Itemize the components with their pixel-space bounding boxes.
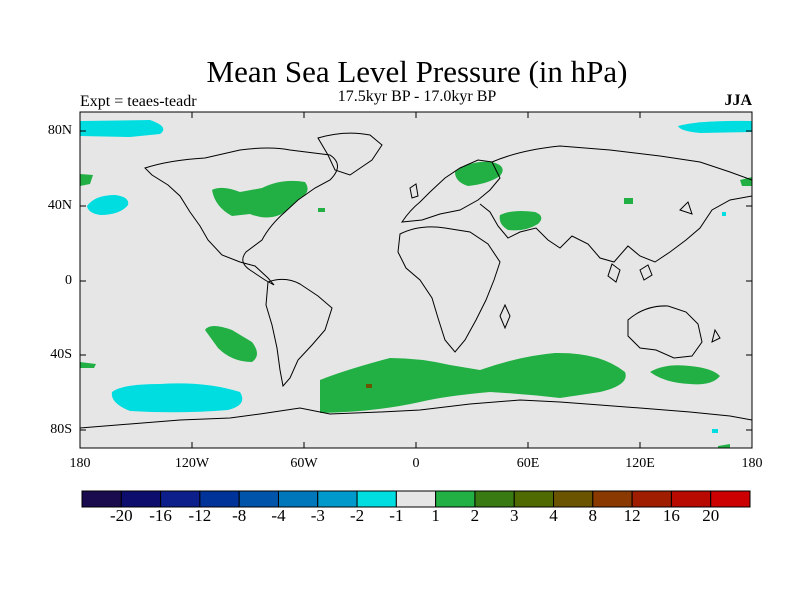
colorbar-label: -1 (389, 506, 404, 525)
lon-label-120w: 120W (174, 456, 210, 471)
colorbar-label: 1 (431, 506, 440, 525)
colorbar-box-15 (670, 490, 712, 508)
anomaly-positive-tasman (650, 365, 720, 385)
coast-uk (409, 183, 419, 199)
lat-label-40n: 40N (47, 198, 72, 213)
colorbar-box-8 (395, 490, 437, 508)
anomaly-positive-north-america (212, 180, 308, 218)
colorbar-box-7 (356, 490, 397, 508)
anomaly-positive-scandinavia (455, 161, 503, 186)
colorbar-box-1 (120, 490, 162, 508)
colorbar-box-10 (474, 490, 515, 508)
colorbar-label: 3 (509, 506, 519, 525)
colorbar-box-6 (317, 490, 358, 508)
anomaly-darker-spot (366, 384, 372, 388)
axis-ticks (79, 112, 753, 448)
lon-label-180w: 180 (69, 456, 91, 471)
anomaly-negative-arctic-east (678, 120, 752, 133)
lat-label-80n: 80N (47, 123, 72, 138)
coast-greenland (317, 132, 383, 176)
colorbar-box-3 (199, 490, 240, 508)
coast-south-america (265, 278, 333, 388)
colorbar-box-11 (513, 490, 555, 508)
anomaly-positive-middle-east (499, 211, 542, 231)
lon-label-60e: 60E (516, 456, 540, 471)
anomaly-positive-small-1 (624, 198, 633, 204)
colorbar-label: -3 (310, 506, 325, 525)
anomaly-negative-south-pacific (111, 383, 243, 413)
anomaly-positive-alaska (80, 174, 93, 186)
lat-label-40s: 40S (50, 347, 72, 362)
anomaly-positive-southern-ocean (320, 352, 626, 413)
colorbar-box-2 (160, 490, 201, 508)
colorbar-box-12 (553, 490, 594, 508)
lon-label-120e: 120E (625, 456, 655, 471)
lat-label-80s: 80S (50, 422, 72, 437)
lat-label-0: 0 (65, 273, 72, 288)
colorbar-label: 2 (470, 506, 480, 525)
colorbar-label: 16 (662, 506, 680, 525)
colorbar-label: 12 (623, 506, 641, 525)
coast-africa (397, 226, 501, 353)
coast-madagascar (499, 303, 511, 330)
colorbar-box-9 (435, 490, 476, 508)
lon-label-0: 0 (412, 456, 420, 471)
coast-asia (479, 145, 752, 263)
coastlines (80, 132, 752, 429)
colorbar-box-13 (592, 490, 633, 508)
colorbar-boxes (81, 490, 751, 508)
anomaly-negative-small-se (712, 429, 718, 433)
colorbar-label: -4 (271, 506, 286, 525)
page-title: Mean Sea Level Pressure (in hPa) (206, 54, 628, 89)
anomaly-positive-small-2 (318, 208, 325, 212)
lon-label-60w: 60W (290, 456, 318, 471)
page-subtitle: 17.5kyr BP - 17.0kyr BP (337, 88, 497, 105)
colorbar-box-14 (631, 490, 672, 508)
coast-north-america (144, 147, 338, 286)
anomaly-positive-small-3 (718, 444, 730, 448)
colorbar-label: 4 (549, 506, 558, 525)
colorbar-box-4 (238, 490, 279, 508)
colorbar-label: 8 (588, 506, 598, 525)
coast-islands (607, 201, 721, 343)
coast-antarctica (80, 399, 752, 429)
anomaly-negative-north-pacific (87, 195, 129, 215)
lon-label-180e: 180 (741, 456, 763, 471)
anomaly-negative-small (722, 212, 726, 216)
anomaly-negative-arctic-west (80, 120, 164, 137)
colorbar-box-5 (277, 490, 319, 508)
experiment-label: Expt = teaes-teadr (80, 93, 197, 110)
anomaly-positive-east-pacific (205, 326, 257, 362)
season-label: JJA (724, 92, 752, 109)
colorbar-label: -12 (188, 506, 212, 525)
coast-europe (400, 159, 501, 223)
colorbar-label: 20 (702, 506, 720, 525)
anomaly-positive-west-edge (80, 362, 96, 368)
colorbar-box-16 (710, 490, 751, 508)
colorbar-label: -8 (232, 506, 247, 525)
colorbar-label: -2 (350, 506, 365, 525)
colorbar-box-0 (81, 490, 122, 508)
coast-australia (627, 305, 703, 359)
colorbar-label: -20 (109, 506, 133, 525)
colorbar-label: -16 (149, 506, 172, 525)
